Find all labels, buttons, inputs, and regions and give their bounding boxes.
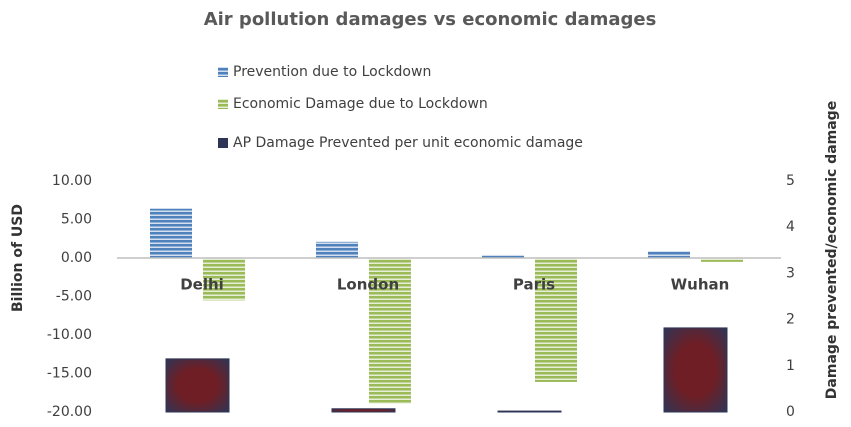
x-tick-label: Wuhan: [671, 276, 730, 294]
x-tick-label: Delhi: [180, 276, 224, 294]
y-tick-label: 0.00: [61, 250, 92, 266]
bar: [482, 254, 524, 258]
y-tick-label: -20.00: [47, 404, 92, 420]
bar: [663, 327, 728, 413]
y2-tick-label: 3: [786, 265, 795, 281]
x-tick-label: London: [337, 276, 399, 294]
bar: [701, 258, 743, 262]
y2-tick-label: 0: [786, 404, 795, 420]
y2-axis-title: Damage prevented/economic damage: [824, 101, 840, 399]
bar: [165, 358, 230, 413]
legend-label: Prevention due to Lockdown: [233, 64, 431, 80]
legend-label: Economic Damage due to Lockdown: [233, 96, 488, 112]
y-tick-label: 5.00: [61, 212, 92, 228]
y-tick-label: -15.00: [47, 366, 92, 382]
y2-tick-label: 1: [786, 358, 795, 374]
legend-swatch: [218, 138, 228, 148]
y2-tick-label: 5: [786, 173, 795, 189]
bar: [535, 258, 577, 382]
legend-swatch: [218, 99, 228, 109]
legend-label: AP Damage Prevented per unit economic da…: [233, 135, 583, 151]
bar: [316, 241, 358, 258]
y2-tick-label: 4: [786, 219, 795, 235]
bar: [203, 258, 245, 301]
y-tick-label: 10.00: [52, 173, 92, 189]
bar: [648, 251, 690, 258]
chart-title: Air pollution damages vs economic damage…: [204, 9, 657, 30]
y-axis-title: Billion of USD: [10, 204, 26, 312]
legend-swatch: [218, 67, 228, 77]
bar: [497, 410, 562, 413]
y-tick-label: -5.00: [56, 289, 92, 305]
y-tick-label: -10.00: [47, 327, 92, 343]
bar: [331, 408, 396, 413]
y2-tick-label: 2: [786, 312, 795, 328]
bar: [369, 258, 411, 404]
x-tick-label: Paris: [513, 276, 555, 294]
bar: [150, 208, 192, 258]
